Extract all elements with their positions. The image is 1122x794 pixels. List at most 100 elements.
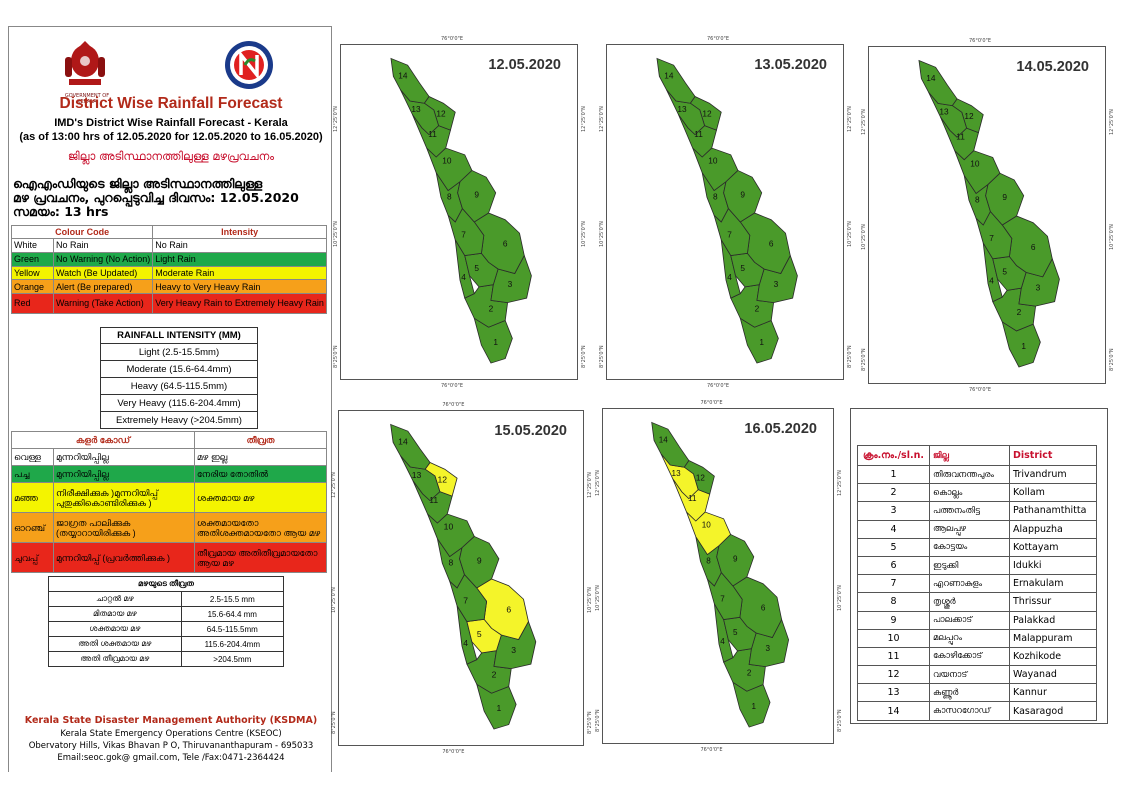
forecast-map-panel: 15.05.2020 1 2 3 4 5 6 7 8 9 10 11 12 13 14 76°0'0"E 76°…	[331, 402, 593, 755]
district-region-9	[723, 169, 763, 223]
colour-meaning: Alert (Be prepared)	[52, 279, 154, 295]
district-name-en: Palakkad	[1009, 610, 1097, 630]
intensity-value-ml: >204.5mm	[180, 651, 285, 667]
district-table: ക്രം.നം./sl.n. ജില്ല District 1 തിരുവനന്ത…	[857, 445, 1097, 721]
district-number-label: 11	[694, 130, 703, 139]
latitude-label: 12°25'0"N	[595, 470, 601, 497]
intensity-label-ml: മിതമായ മഴ	[48, 606, 182, 622]
latitude-label: 12°25'0"N	[837, 470, 843, 497]
intensity-value-ml: 115.6-204.4mm	[180, 636, 285, 652]
colour-meaning: നിരീക്ഷിക്കുക )മുന്നറിയിപ്പ് പുതുക്കികൊണ…	[53, 482, 195, 513]
longitude-label: 76°0'0"E	[968, 387, 992, 393]
colour-intensity: Very Heavy Rain to Extremely Heavy Rain	[152, 293, 327, 315]
district-number-label: 1	[1021, 342, 1026, 351]
latitude-label: 12°25'0"N	[599, 106, 605, 133]
latitude-label: 8°25'0"N	[595, 708, 601, 732]
district-region-9	[985, 172, 1025, 226]
intensity-label-ml: അതി ശക്തമായ മഴ	[48, 636, 182, 652]
district-name-ml: തിരുവനന്തപുരം	[929, 464, 1010, 485]
longitude-label: 76°0'0"E	[700, 400, 723, 406]
district-row: 5 കോട്ടയം Kottayam	[857, 537, 1097, 557]
district-region-9	[716, 533, 755, 587]
district-row: 3 പത്തനംതിട്ട Pathanamthitta	[857, 501, 1097, 521]
colour-ml-row: ഓറഞ്ച് ജാഗ്രത പാലിക്കുക (തയ്യാറായിരിക്കുക…	[11, 512, 328, 543]
district-number-label: 2	[492, 671, 497, 680]
page-subtitle: IMD's District Wise Rainfall Forecast - …	[54, 117, 288, 129]
colour-name: പച്ച	[11, 465, 54, 483]
district-number-label: 13	[412, 472, 422, 481]
district-number-label: 12	[696, 474, 706, 483]
colour-row: White No Rain No Rain	[11, 238, 327, 253]
intensity-value: Moderate (15.6-64.4mm)	[100, 360, 258, 378]
longitude-label: 76°0'0"E	[442, 402, 465, 408]
district-name-en: Kannur	[1009, 683, 1097, 703]
latitude-label: 8°25'0"N	[847, 344, 853, 368]
latitude-label: 12°25'0"N	[1109, 109, 1115, 135]
colour-name: Orange	[11, 279, 54, 295]
district-number-label: 2	[1017, 308, 1022, 317]
colour-meaning: No Warning (No Action)	[52, 251, 154, 267]
district-row: 4 ആലപ്പുഴ Alappuzha	[857, 519, 1097, 539]
ksdma-logo-icon	[225, 41, 273, 89]
district-name-en: Ernakulam	[1009, 574, 1097, 594]
rainfall-intensity-table: RAINFALL INTENSITY (MM) Light (2.5-15.5m…	[100, 327, 258, 429]
district-region-14	[651, 421, 690, 468]
intensity-row-ml: ശക്തമായ മഴ 64.5-115.5mm	[48, 621, 285, 637]
district-number-label: 6	[503, 240, 508, 249]
longitude-label: 76°0'0"E	[440, 36, 464, 42]
page-title-malayalam: ജില്ലാ അടിസ്ഥാനത്തിലുള്ള മഴപ്രവചനം	[67, 149, 275, 163]
district-number-label: 14	[664, 72, 674, 81]
district-number-label: 11	[428, 130, 437, 139]
forecast-date: 15.05.2020	[494, 423, 567, 439]
district-name-en: Kollam	[1009, 483, 1097, 503]
forecast-map-panel: 16.05.2020 1 2 3 4 5 6 7 8 9 10 11 12 13 14 76°0'0"E 76°…	[595, 400, 843, 753]
latitude-label: 12°25'0"N	[861, 109, 867, 135]
latitude-label: 8°25'0"N	[1109, 348, 1115, 372]
district-number-label: 9	[474, 191, 479, 200]
district-region-14	[656, 57, 696, 104]
intensity-row: Moderate (15.6-64.4mm)	[100, 360, 258, 378]
colour-name: ചുവപ്പ്	[11, 542, 54, 573]
district-name-en: Idukki	[1009, 555, 1097, 576]
district-number-label: 1	[493, 338, 498, 347]
footer-contact: Email:seoc.gok@ gmail.com, Tele /Fax:047…	[57, 753, 285, 763]
colour-meaning: മുന്നറിയിപ്പ് (പ്രവർത്തിക്കുക )	[53, 542, 195, 573]
rainfall-intensity-title-ml: മഴയുടെ തീവ്രത	[48, 576, 284, 592]
colour-code-table-malayalam: കളർ കോഡ് തീവ്രത വെള്ള മുന്നറിയിപ്പില്ല മഴ …	[11, 431, 328, 573]
district-number-label: 12	[702, 110, 712, 119]
forecast-date: 13.05.2020	[754, 57, 827, 73]
latitude-label: 10°25'0"N	[599, 220, 605, 247]
intensity-label-ml: ശക്തമായ മഴ	[48, 621, 182, 637]
district-number-label: 1	[752, 702, 757, 711]
longitude-label: 76°0'0"E	[706, 36, 730, 42]
district-number-label: 14	[926, 74, 936, 83]
district-name-ml: കോഴിക്കോട്	[929, 646, 1010, 667]
latitude-label: 8°25'0"N	[331, 710, 337, 734]
district-number-label: 12	[436, 110, 446, 119]
district-number-label: 9	[477, 557, 482, 566]
district-name-en: Alappuzha	[1009, 519, 1097, 539]
colour-meaning: ജാഗ്രത പാലിക്കുക (തയ്യാറായിരിക്കുക )	[53, 512, 195, 543]
colour-intensity: തീവ്രമായ അതിതീവ്രമായതോ ആയ മഴ	[193, 542, 328, 573]
district-number-label: 8	[706, 557, 711, 566]
ml-line-2: മഴ പ്രവചനം, പുറപ്പെടുവിച്ച ദിവസം: 12.05.…	[13, 190, 299, 205]
intensity-label-ml: ചാറ്റൽ മഴ	[48, 591, 182, 607]
colour-name: Green	[11, 251, 54, 267]
intensity-value: Very Heavy (115.6-204.4mm)	[100, 394, 258, 412]
district-number-label: 7	[461, 231, 466, 240]
district-number-label: 10	[708, 157, 718, 166]
district-number-label: 10	[444, 523, 454, 532]
district-name-ml: വയനാട്	[929, 665, 1010, 685]
latitude-label: 10°25'0"N	[1109, 223, 1115, 250]
forecast-map-panel: 14.05.2020 1 2 3 4 5 6 7 8 9 10 11 12 13 14 76°0'0"E 76°…	[861, 38, 1115, 393]
district-number-label: 5	[1002, 268, 1007, 277]
district-name-en: Kottayam	[1009, 537, 1097, 557]
district-name-ml: കാസറഗോഡ്	[929, 701, 1010, 721]
district-row: 2 കൊല്ലം Kollam	[857, 483, 1097, 503]
district-region-9	[457, 169, 497, 223]
district-row: 13 കണ്ണൂർ Kannur	[857, 683, 1097, 703]
issue-info-malayalam: ഐഎംഡിയുടെ ജില്ലാ അടിസ്ഥാനത്തിലുള്ള മഴ പ്…	[13, 177, 333, 219]
rainfall-intensity-table-malayalam: മഴയുടെ തീവ്രത ചാറ്റൽ മഴ 2.5-15.5 mm മിതമായ…	[48, 576, 285, 667]
district-number-label: 10	[702, 521, 712, 530]
district-number-label: 14	[398, 438, 408, 447]
